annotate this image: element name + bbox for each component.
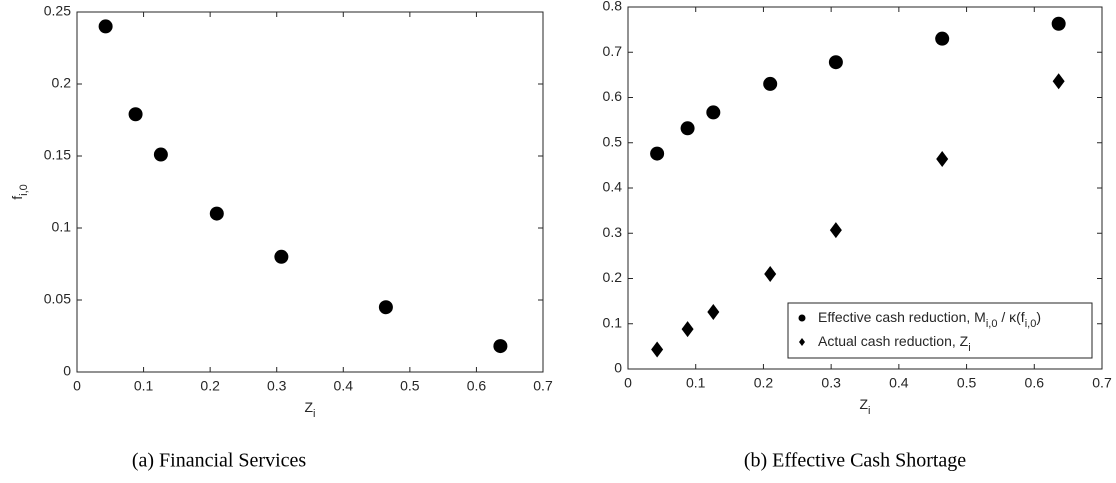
legend-label: Actual cash reduction, Zi [818, 333, 971, 354]
x-axis-label: Zi [859, 396, 870, 417]
y-tick-label: 0.1 [52, 219, 72, 235]
legend-label-part: i,0 [1025, 318, 1037, 330]
y-axis-label-part: f [9, 196, 25, 200]
circle-marker [128, 107, 143, 122]
diamond-marker [799, 338, 805, 346]
y-tick-label: 0.5 [603, 133, 623, 149]
x-axis-label-part: Z [859, 396, 868, 412]
diamond-marker [681, 321, 694, 338]
plot-area [76, 11, 544, 373]
circle-marker [209, 206, 224, 221]
legend-label-part: / κ(f [997, 309, 1024, 325]
y-tick-label: 0.2 [603, 269, 623, 285]
diamond-marker [707, 303, 720, 320]
circle-marker [274, 249, 289, 264]
x-tick-label: 0.5 [957, 375, 977, 391]
legend-box [787, 302, 1093, 359]
y-tick-label: 0.3 [603, 224, 623, 240]
circle-marker [650, 146, 665, 161]
legend-label-part: Actual cash reduction, Z [818, 333, 969, 349]
x-tick-label: 0.5 [400, 378, 420, 394]
legend-label: Effective cash reduction, Mi,0 / κ(fi,0) [818, 309, 1041, 330]
y-axis-label: fi,0 [9, 184, 30, 200]
x-tick-label: 0.4 [334, 378, 354, 394]
circle-marker [153, 147, 168, 162]
y-tick-label: 0.05 [44, 291, 71, 307]
circle-marker [680, 121, 695, 136]
x-tick-label: 0.7 [533, 378, 553, 394]
legend-label-part: i,0 [986, 318, 998, 330]
caption: (b) Effective Cash Shortage [744, 450, 966, 472]
x-tick-label: 0.2 [754, 375, 774, 391]
circle-marker [98, 19, 113, 34]
x-tick-label: 0 [624, 375, 632, 391]
circle-marker [706, 105, 721, 120]
diamond-marker [764, 265, 777, 282]
y-tick-label: 0.6 [603, 88, 623, 104]
circle-marker [935, 31, 950, 46]
x-tick-label: 0 [73, 378, 81, 394]
circle-marker [828, 55, 843, 70]
diamond-marker [1052, 73, 1065, 90]
x-tick-label: 0.1 [134, 378, 154, 394]
y-tick-label: 0.7 [603, 43, 623, 59]
y-tick-label: 0.8 [603, 0, 623, 14]
y-tick-label: 0.15 [44, 147, 71, 163]
diamond-marker [936, 151, 949, 168]
x-tick-label: 0.6 [1025, 375, 1045, 391]
x-tick-label: 0.4 [889, 375, 909, 391]
x-tick-label: 0.7 [1092, 375, 1112, 391]
x-axis-label-part: i [868, 405, 870, 417]
x-tick-label: 0.2 [200, 378, 220, 394]
y-tick-label: 0 [63, 363, 71, 379]
circle-marker [1051, 16, 1066, 31]
y-tick-label: 0.4 [603, 179, 623, 195]
diamond-marker [651, 341, 664, 358]
circle-marker [763, 76, 778, 91]
x-axis-label: Zi [304, 399, 315, 420]
x-tick-label: 0.3 [821, 375, 841, 391]
y-tick-label: 0.1 [603, 314, 623, 330]
x-tick-label: 0.3 [267, 378, 287, 394]
x-axis-label-part: i [313, 408, 315, 420]
y-tick-label: 0.25 [44, 3, 71, 19]
legend-label-part: ) [1036, 309, 1041, 325]
legend-label-part: i [968, 342, 970, 354]
y-axis-label-part: i,0 [18, 184, 30, 196]
caption: (a) Financial Services [132, 450, 307, 472]
x-tick-label: 0.1 [686, 375, 706, 391]
circle-marker [493, 339, 508, 354]
diamond-marker [829, 222, 842, 239]
y-tick-label: 0 [614, 360, 622, 376]
legend-label-part: Effective cash reduction, M [818, 309, 986, 325]
x-tick-label: 0.6 [467, 378, 487, 394]
x-axis-label-part: Z [304, 399, 313, 415]
circle-marker [798, 314, 806, 322]
circle-marker [378, 300, 393, 315]
y-tick-label: 0.2 [52, 75, 72, 91]
